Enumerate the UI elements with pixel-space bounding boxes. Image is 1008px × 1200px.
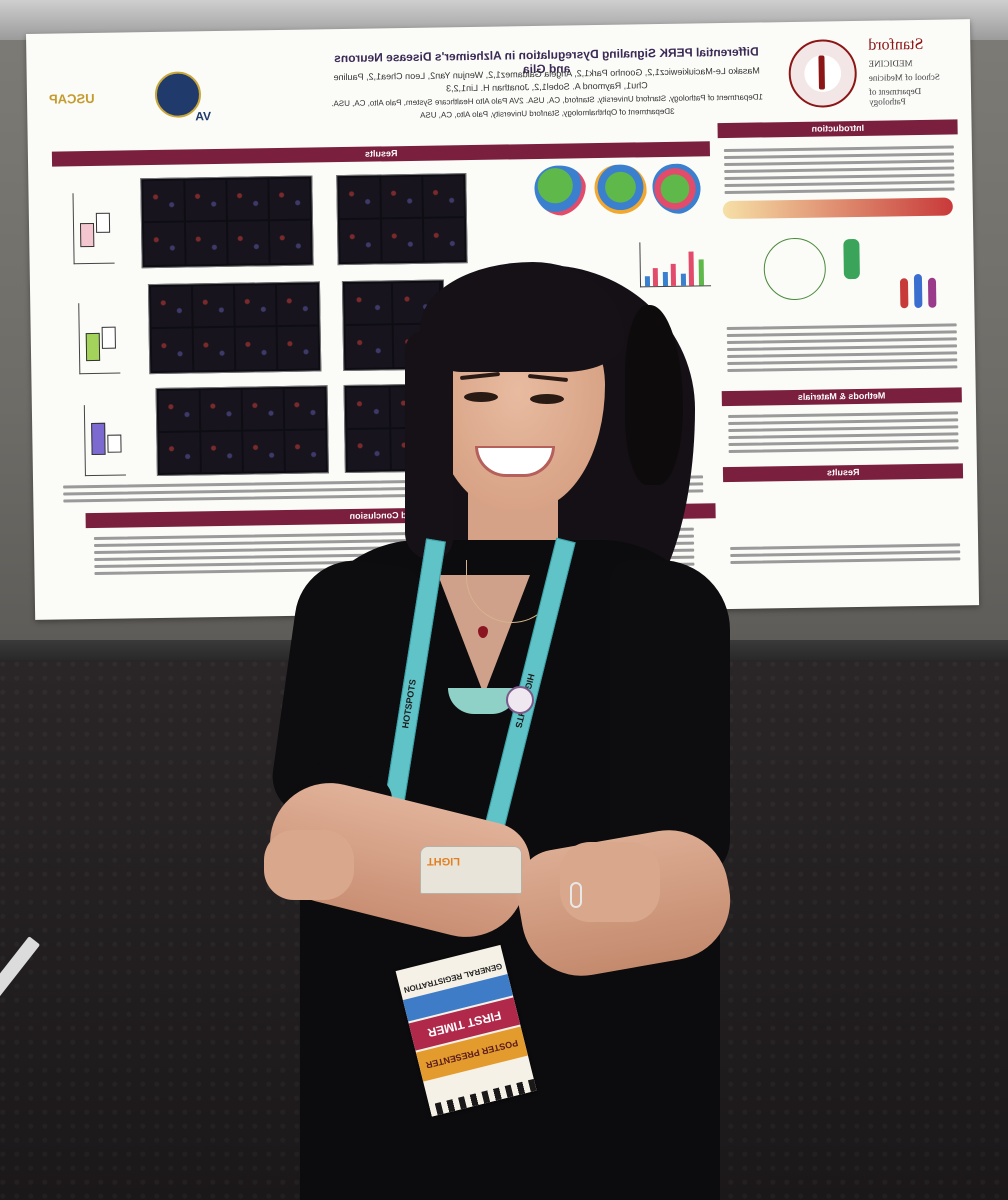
stanford-medicine-logo: Stanford MEDICINE School of Medicine Dep… — [868, 35, 959, 107]
microscopy-panel — [336, 173, 468, 266]
stanford-medicine-label: MEDICINE — [868, 58, 913, 69]
heart-pendant-icon — [478, 626, 488, 638]
va-logo-text: VA — [195, 109, 212, 124]
hair-bow — [625, 305, 683, 485]
pin-button-icon — [506, 686, 534, 714]
umap-plot — [534, 165, 587, 217]
ring-icon — [570, 882, 582, 908]
results-bar-left: Results — [51, 141, 711, 167]
microscopy-panel — [147, 281, 322, 375]
boxplot-figure — [72, 192, 115, 265]
pathway-diagram — [722, 197, 955, 321]
microscopy-panel — [155, 385, 329, 476]
umap-plot — [594, 164, 647, 216]
stanford-seal-icon — [788, 38, 858, 109]
right-eye — [530, 394, 564, 404]
school-label: School of Medicine — [868, 71, 940, 83]
uscap-logo: USCAP — [48, 90, 95, 107]
department-label: Department of Pathology — [868, 85, 922, 107]
introduction-text — [723, 141, 955, 198]
boxplot-figure — [78, 302, 121, 375]
umap-plot — [652, 163, 703, 215]
introduction-text-2 — [726, 319, 958, 376]
badge-clip: LIGHT — [420, 846, 522, 894]
boxplot-figure — [83, 404, 126, 477]
poster-authors: Masako Le-Maciukiewicz1,2, Goonho Park1,… — [327, 64, 768, 123]
methods-bar: Methods & Materials — [721, 387, 962, 407]
results-text-right — [730, 539, 961, 568]
left-hand — [264, 830, 354, 900]
stanford-wordmark: Stanford — [868, 35, 924, 54]
methods-text — [728, 407, 959, 457]
microscopy-panel — [140, 175, 314, 269]
affiliation-list: 1Department of Pathology, Stanford Unive… — [331, 92, 764, 120]
introduction-bar: Introduction — [717, 119, 958, 139]
results-bar-right: Results — [722, 463, 964, 483]
left-eye — [464, 392, 498, 402]
hair-fringe — [420, 262, 625, 372]
bar-chart-figure — [639, 241, 712, 288]
hair-side — [405, 330, 453, 560]
right-sleeve — [610, 560, 730, 880]
